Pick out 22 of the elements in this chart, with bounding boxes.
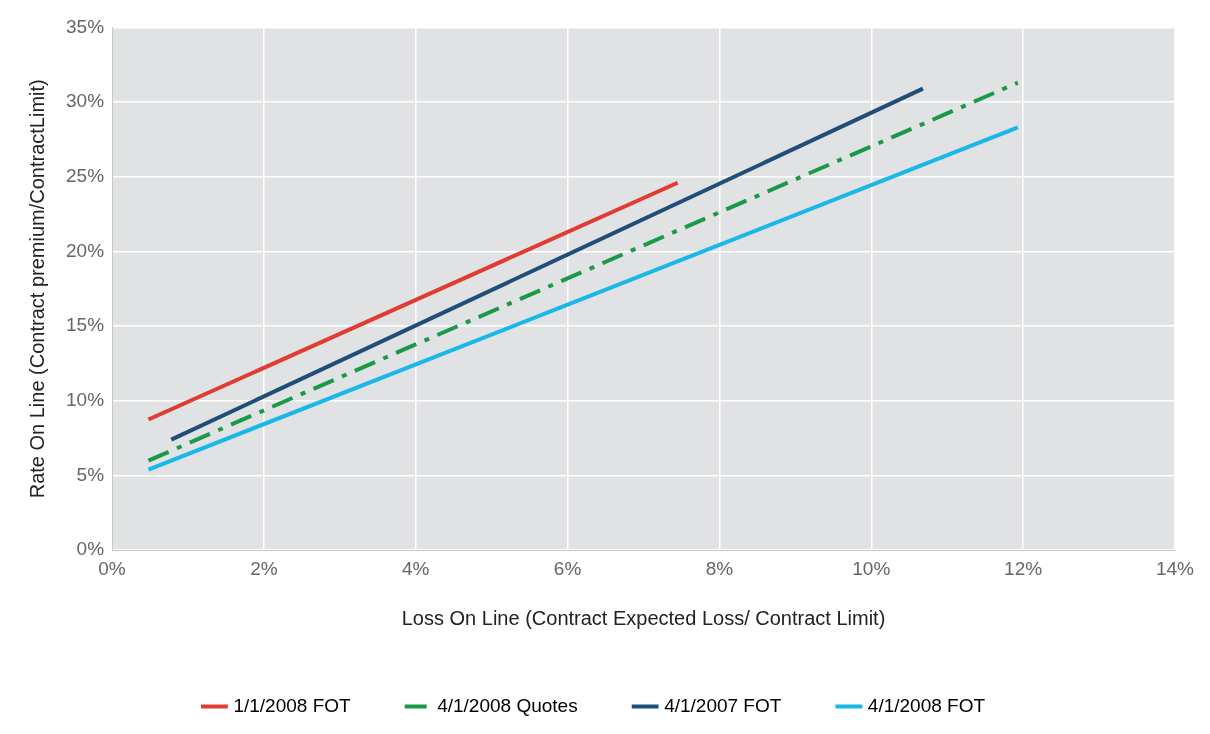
legend-label: 4/1/2008 Quotes [437, 694, 578, 716]
y-tick-label: 30% [66, 90, 105, 112]
y-tick-label: 20% [66, 239, 105, 261]
y-axis-title: Rate On Line (Contract premium/ContractLimit) [25, 79, 48, 499]
y-tick-label: 10% [66, 389, 105, 411]
y-tick-label: 5% [76, 463, 105, 485]
y-tick-label: 0% [76, 538, 105, 560]
x-tick-label: 6% [553, 557, 582, 579]
x-tick-label: 2% [250, 557, 278, 579]
x-tick-label: 0% [98, 557, 126, 579]
x-tick-label: 8% [705, 557, 734, 579]
legend-label: 4/1/2007 FOT [664, 694, 782, 716]
legend-label: 1/1/2008 FOT [233, 694, 352, 716]
y-tick-label: 25% [66, 165, 105, 187]
x-tick-label: 4% [402, 557, 430, 579]
x-tick-label: 14% [1155, 557, 1195, 579]
y-tick-label: 35% [66, 15, 105, 37]
legend-label: 4/1/2008 FOT [867, 694, 986, 716]
x-tick-label: 10% [852, 557, 891, 579]
x-tick-label: 12% [1004, 557, 1043, 579]
y-tick-label: 15% [66, 314, 105, 336]
x-axis-title: Loss On Line (Contract Expected Loss/ Contract Limit) [401, 606, 886, 629]
